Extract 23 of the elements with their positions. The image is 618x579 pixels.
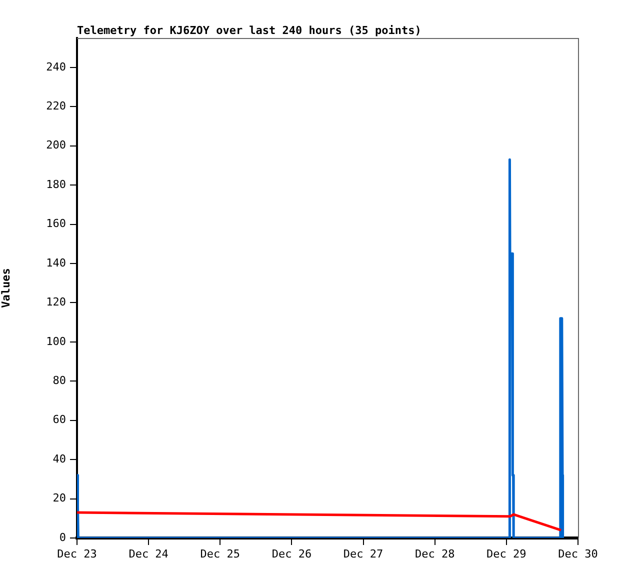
- y-tick-label: 100: [46, 334, 66, 348]
- y-tick-label: 240: [46, 60, 66, 74]
- x-tick-label: Dec 28: [414, 547, 455, 560]
- x-tick-label: Dec 23: [57, 547, 97, 560]
- y-tick-label: 60: [52, 413, 66, 426]
- y-tick-label: 180: [46, 178, 66, 191]
- x-tick-label: Dec 24: [128, 547, 169, 560]
- y-tick-label: 0: [59, 530, 66, 544]
- y-tick-label: 200: [46, 138, 66, 152]
- y-axis-title: Values: [0, 268, 12, 308]
- y-tick-label: 20: [52, 492, 66, 505]
- x-tick-label: Dec 29: [486, 547, 526, 560]
- y-tick-label: 160: [46, 217, 66, 230]
- y-tick-label: 40: [52, 452, 66, 466]
- x-tick-label: Dec 26: [272, 547, 312, 560]
- y-tick-label: 220: [46, 99, 66, 112]
- y-tick-label: 80: [52, 374, 66, 387]
- x-tick-label: Dec 25: [200, 547, 240, 560]
- y-tick-label: 140: [46, 256, 66, 270]
- y-tick-label: 120: [46, 296, 66, 309]
- x-tick-label: Dec 27: [343, 547, 384, 560]
- x-tick-label: Dec 30: [558, 547, 598, 560]
- chart-title: Telemetry for KJ6ZOY over last 240 hours (35 points): [77, 24, 422, 37]
